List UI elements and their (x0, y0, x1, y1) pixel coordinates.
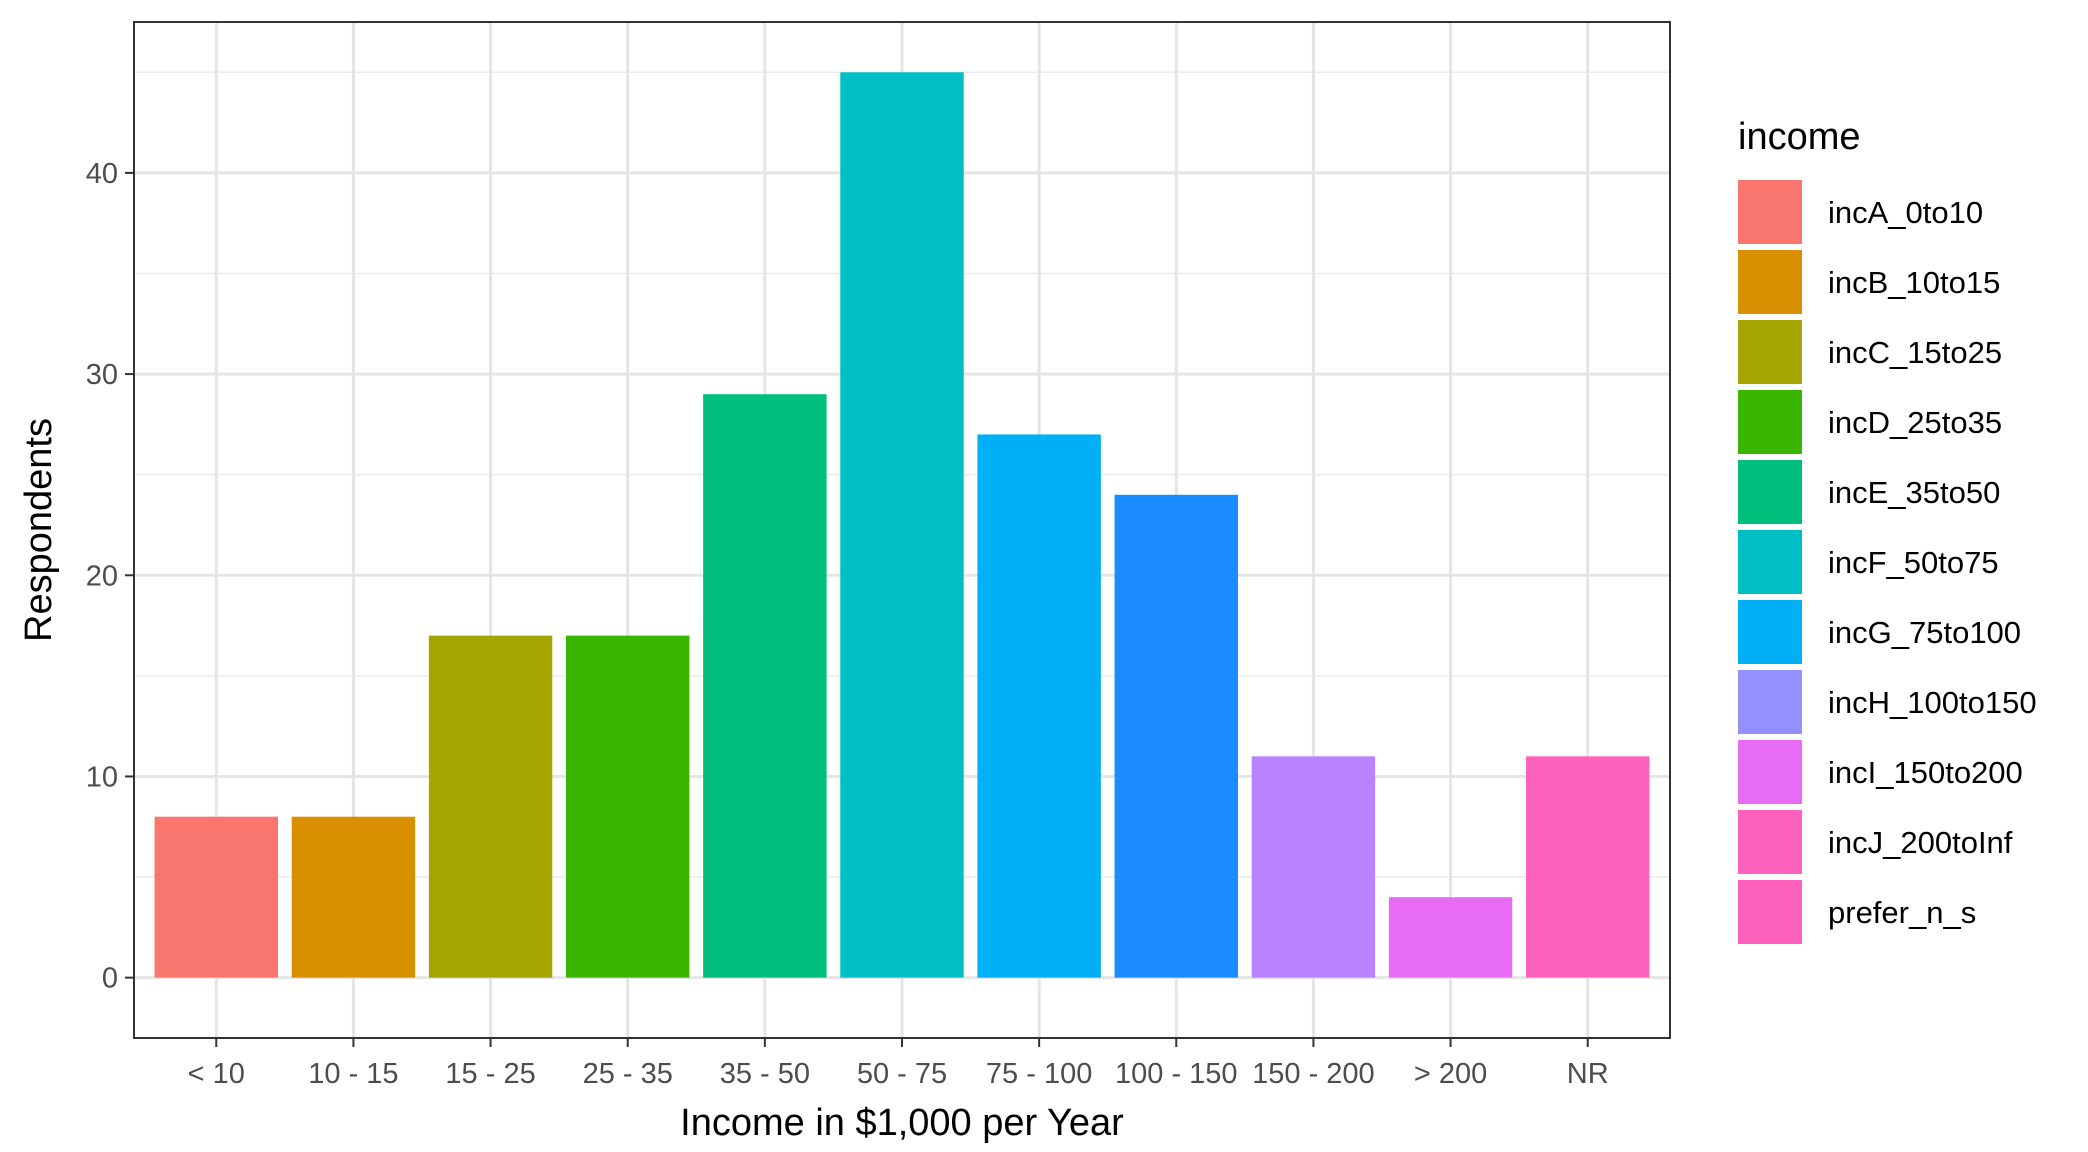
x-tick-label: 35 - 50 (720, 1058, 810, 1090)
legend: income incA_0to10incB_10to15incC_15to25i… (1738, 116, 2037, 944)
legend-entries: incA_0to10 incB_10to15 incC_15to25 incD_25t… (1738, 180, 2037, 944)
x-tick-label: 75 - 100 (986, 1058, 1092, 1090)
legend-title: income (1738, 116, 1861, 158)
bar (840, 72, 964, 978)
legend-key (1738, 530, 1802, 594)
x-tick-label: 10 - 15 (308, 1058, 398, 1090)
legend-label: incB_10to15 (1828, 265, 2000, 300)
legend-label: prefer_n_s (1828, 895, 1976, 930)
legend-key (1738, 460, 1802, 524)
y-axis-title: Respondents (18, 418, 60, 642)
bar (1388, 897, 1513, 978)
y-tick-label: 10 (86, 761, 118, 793)
bar (291, 816, 416, 978)
bar (566, 635, 690, 978)
bar (1114, 494, 1238, 978)
legend-label: incD_25to35 (1828, 405, 2002, 440)
x-axis-title: Income in $1,000 per Year (680, 1102, 1124, 1144)
bar (977, 434, 1101, 978)
x-tick-label: 25 - 35 (583, 1058, 673, 1090)
legend-key (1738, 180, 1802, 244)
x-tick-label: < 10 (188, 1058, 245, 1090)
bar (703, 394, 827, 978)
y-tick-label: 30 (86, 359, 118, 391)
legend-label: incE_35to50 (1828, 475, 2000, 510)
legend-key (1738, 810, 1802, 874)
legend-label: incF_50to75 (1828, 545, 1999, 580)
bar (1526, 756, 1650, 978)
legend-key (1738, 250, 1802, 314)
x-tick-label: 150 - 200 (1252, 1058, 1375, 1090)
legend-label: incA_0to10 (1828, 195, 1983, 230)
x-tick-label: 100 - 150 (1115, 1058, 1238, 1090)
legend-key (1738, 670, 1802, 734)
legend-label: incI_150to200 (1828, 755, 2023, 790)
bar (154, 816, 278, 978)
legend-key (1738, 390, 1802, 454)
legend-key (1738, 600, 1802, 664)
legend-key (1738, 740, 1802, 804)
x-axis: < 10 10 - 15 15 - 25 25 - 35 35 - 50 50 - 75 7… (188, 1038, 1609, 1090)
legend-label: incG_75to100 (1828, 615, 2021, 650)
legend-label: incJ_200toInf (1828, 825, 2013, 860)
bar (428, 635, 553, 978)
y-tick-label: 40 (86, 158, 118, 190)
y-tick-label: 20 (86, 560, 118, 592)
x-tick-label: > 200 (1414, 1058, 1487, 1090)
legend-key (1738, 320, 1802, 384)
bar (1251, 756, 1376, 978)
y-axis: 0 10 20 30 40 (86, 158, 134, 995)
legend-label: incC_15to25 (1828, 335, 2002, 370)
bars (154, 72, 1650, 978)
x-tick-label: NR (1567, 1058, 1609, 1090)
x-tick-label: 50 - 75 (857, 1058, 947, 1090)
legend-label: incH_100to150 (1828, 685, 2037, 720)
x-tick-label: 15 - 25 (445, 1058, 535, 1090)
legend-key (1738, 880, 1802, 944)
y-tick-label: 0 (102, 963, 118, 995)
